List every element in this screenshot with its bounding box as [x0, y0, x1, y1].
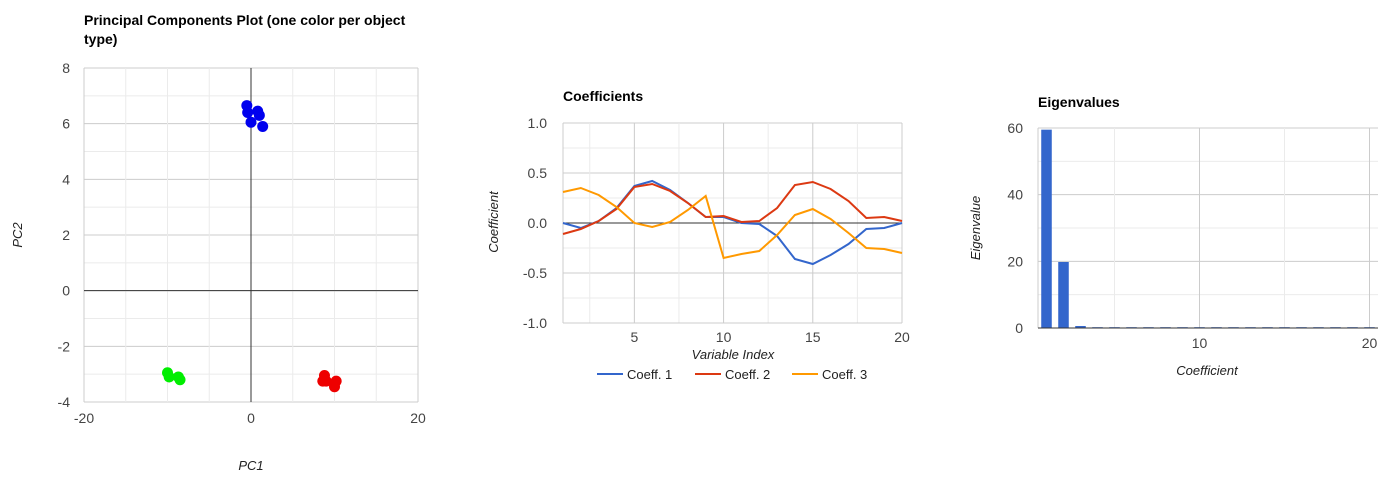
coef-legend-label-2: Coeff. 2 [725, 367, 770, 382]
eig-y-tick-label: 0 [1015, 320, 1023, 336]
coef-x-tick-label: 5 [630, 329, 638, 345]
coef-series-line-2 [562, 180, 903, 235]
pca-y-tick-label: 0 [62, 283, 70, 299]
eig-y-tick-label: 60 [1007, 120, 1023, 136]
eig-y-tick-label: 40 [1007, 187, 1023, 203]
eigenvalues-chart: Eigenvalues 10 20 0 20 40 60 Coefficient Eige… [960, 0, 1400, 491]
pca-x-tick-label: -20 [74, 410, 94, 426]
coef-y-tick-label: -1.0 [523, 315, 547, 331]
pca-chart-svg: Principal Components Plot (one color per… [10, 12, 426, 473]
pca-point [329, 381, 340, 393]
pca-point [242, 107, 254, 119]
pca-x-axis-label: PC1 [238, 458, 263, 473]
pca-x-tick-label: 20 [410, 410, 426, 426]
coefficients-chart-title: Coefficients [563, 88, 643, 104]
eigenvalues-chart-svg: Eigenvalues 10 20 0 20 40 60 Coefficient Eige… [968, 94, 1378, 378]
coefficients-chart: Coefficients 5 10 15 20 1.0 0.5 0.0 -0.5 -1.0 Va… [470, 0, 940, 491]
pca-point [320, 375, 332, 387]
coefficients-x-axis-label: Variable Index [692, 347, 775, 362]
eig-bar [1058, 262, 1069, 328]
coefficients-chart-svg: Coefficients 5 10 15 20 1.0 0.5 0.0 -0.5 -1.0 Va… [486, 88, 910, 382]
coef-y-tick-label: 1.0 [528, 115, 548, 131]
pca-y-tick-label: 2 [62, 227, 70, 243]
coef-y-tick-label: -0.5 [523, 265, 547, 281]
coef-y-tick-label: 0.5 [528, 165, 548, 181]
pca-y-tick-label: 4 [62, 171, 70, 187]
pca-chart: Principal Components Plot (one color per… [0, 0, 450, 491]
eigenvalues-chart-title: Eigenvalues [1038, 94, 1120, 110]
pca-point [245, 116, 257, 128]
coef-legend-label-3: Coeff. 3 [822, 367, 867, 382]
eig-bar [1075, 326, 1086, 328]
pca-y-tick-label: 8 [62, 60, 70, 76]
eigenvalues-y-axis-label: Eigenvalue [968, 196, 983, 260]
eig-y-tick-label: 20 [1007, 253, 1023, 269]
pca-point [257, 120, 269, 132]
eig-x-tick-label: 20 [1362, 335, 1378, 351]
pca-x-tick-label: 0 [247, 410, 255, 426]
pca-point [253, 109, 265, 121]
pca-chart-title-line-1: Principal Components Plot (one color per… [84, 12, 406, 28]
coef-series-line-3 [562, 186, 903, 260]
coef-x-tick-label: 15 [805, 329, 821, 345]
eig-x-tick-label: 10 [1192, 335, 1208, 351]
pca-y-tick-label: -2 [58, 338, 71, 354]
pca-y-tick-label: -4 [58, 394, 71, 410]
coef-y-tick-label: 0.0 [528, 215, 548, 231]
pca-point [163, 371, 175, 383]
pca-point [174, 374, 186, 386]
eigenvalues-x-axis-label: Coefficient [1176, 363, 1239, 378]
coefficients-y-axis-label: Coefficient [486, 190, 501, 253]
coef-x-tick-label: 20 [894, 329, 910, 345]
coef-legend-label-1: Coeff. 1 [627, 367, 672, 382]
pca-chart-title-line-2: type) [84, 31, 117, 47]
pca-y-axis-label: PC2 [10, 222, 25, 248]
eig-bar [1041, 129, 1052, 328]
pca-y-tick-label: 6 [62, 116, 70, 132]
coef-x-tick-label: 10 [716, 329, 732, 345]
